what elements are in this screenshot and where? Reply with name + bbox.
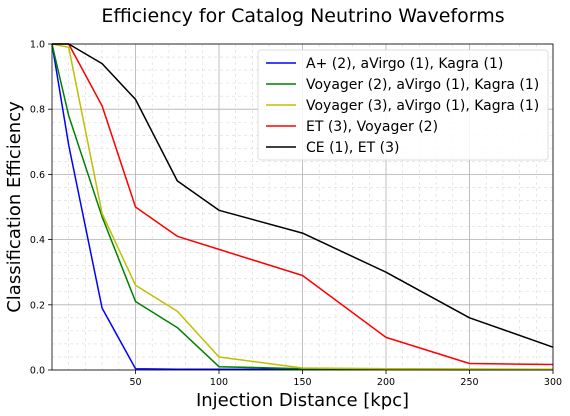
legend-label: ET (3), Voyager (2) xyxy=(306,119,438,135)
legend-label: Voyager (2), aVirgo (1), Kagra (1) xyxy=(306,77,539,93)
tick-layer: 50 100 150 200 250 300 0.0 0.2 0.4 0.6 0.8 1.0 xyxy=(30,40,562,389)
y-tick-label: 0.4 xyxy=(30,235,45,246)
chart-title: Efficiency for Catalog Neutrino Waveform… xyxy=(101,5,504,27)
legend: A+ (2), aVirgo (1), Kagra (1) Voyager (2)… xyxy=(257,49,549,161)
series-line xyxy=(52,43,554,366)
x-tick-label: 50 xyxy=(129,377,141,388)
legend-label: CE (1), ET (3) xyxy=(306,140,399,156)
x-tick-label: 100 xyxy=(210,377,228,388)
x-tick-label: 300 xyxy=(544,377,562,388)
y-tick-label: 0.0 xyxy=(30,366,45,377)
y-axis-label: Classification Efficiency xyxy=(4,101,25,313)
legend-label: Voyager (3), aVirgo (1), Kagra (1) xyxy=(306,98,539,114)
legend-box xyxy=(257,49,549,161)
series-line xyxy=(52,43,554,348)
x-tick-label: 200 xyxy=(377,377,395,388)
x-axis-label: Injection Distance [kpc] xyxy=(196,390,409,411)
legend-label: A+ (2), aVirgo (1), Kagra (1) xyxy=(306,56,503,72)
y-tick-label: 0.2 xyxy=(30,300,45,311)
x-tick-label: 150 xyxy=(293,377,311,388)
series-line xyxy=(51,43,554,371)
series-layer xyxy=(51,43,554,371)
y-tick-label: 0.6 xyxy=(30,170,45,181)
y-tick-label: 0.8 xyxy=(30,105,45,116)
y-tick-label: 1.0 xyxy=(30,40,45,51)
x-tick-label: 250 xyxy=(460,377,478,388)
